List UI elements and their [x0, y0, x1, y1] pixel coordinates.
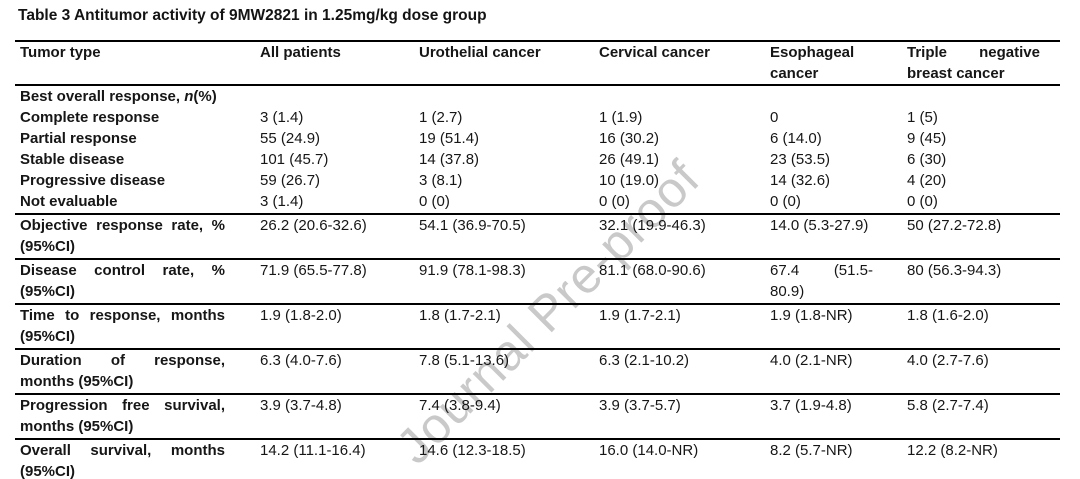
- row-label-italic-part: n: [184, 88, 194, 105]
- data-cell: 3.9 (3.7-5.7): [599, 397, 681, 414]
- data-cell: 7.8 (5.1-13.6): [419, 352, 510, 369]
- data-cell: 4.0 (2.7-7.6): [907, 352, 989, 369]
- row-label: Duration of response, months (95%CI): [20, 352, 225, 390]
- row-label: Disease control rate, % (95%CI): [20, 262, 225, 300]
- data-cell: 3 (1.4): [260, 193, 304, 210]
- data-cell: 1.8 (1.6-2.0): [907, 307, 989, 324]
- data-cell: 19 (51.4): [419, 130, 480, 147]
- column-header: All patients: [260, 44, 341, 61]
- table-row: Overall survival, months (95%CI) 14.2 (11…: [15, 439, 1060, 479]
- data-cell: 14 (32.6): [770, 172, 831, 189]
- data-cell: 23 (53.5): [770, 151, 831, 168]
- data-cell: 32.1 (19.9-46.3): [599, 217, 706, 234]
- data-cell: 67.4 (51.5-80.9): [770, 262, 873, 300]
- data-cell: 16 (30.2): [599, 130, 660, 147]
- data-cell: 1.9 (1.8-2.0): [260, 307, 342, 324]
- row-label: Stable disease: [20, 151, 125, 168]
- data-cell: 1 (2.7): [419, 109, 463, 126]
- data-cell: 91.9 (78.1-98.3): [419, 262, 526, 279]
- table-title: Table 3 Antitumor activity of 9MW2821 in…: [18, 7, 487, 24]
- data-cell: [260, 85, 419, 107]
- data-cell: 1.9 (1.8-NR): [770, 307, 853, 324]
- data-cell: [907, 85, 1060, 107]
- data-cell: 14.2 (11.1-16.4): [260, 442, 366, 459]
- data-cell: 81.1 (68.0-90.6): [599, 262, 706, 279]
- data-cell: 3 (1.4): [260, 109, 304, 126]
- table-row: Stable disease 101 (45.7) 14 (37.8) 26 (49.…: [15, 149, 1060, 170]
- table-row: Progression free survival, months (95%CI…: [15, 394, 1060, 439]
- data-cell: 6 (30): [907, 151, 947, 168]
- column-header: Triple negative breast cancer: [907, 44, 1040, 82]
- data-cell: 55 (24.9): [260, 130, 321, 147]
- data-cell: 6 (14.0): [770, 130, 822, 147]
- table-row: Disease control rate, % (95%CI) 71.9 (65.…: [15, 259, 1060, 304]
- data-cell: 16.0 (14.0-NR): [599, 442, 699, 459]
- data-cell: 14.0 (5.3-27.9): [770, 217, 869, 234]
- data-cell: 7.4 (3.8-9.4): [419, 397, 501, 414]
- data-cell: 0 (0): [907, 193, 938, 210]
- data-cell: 6.3 (4.0-7.6): [260, 352, 342, 369]
- data-cell: 1 (1.9): [599, 109, 643, 126]
- row-label: Progressive disease: [20, 172, 166, 189]
- table-row: Duration of response, months (95%CI) 6.3 …: [15, 349, 1060, 394]
- data-cell: 0 (0): [770, 193, 801, 210]
- data-cell: 54.1 (36.9-70.5): [419, 217, 526, 234]
- data-cell: 12.2 (8.2-NR): [907, 442, 998, 459]
- data-cell: 1 (5): [907, 109, 938, 126]
- row-label: Partial response: [20, 130, 137, 147]
- row-label: Progression free survival, months (95%CI…: [20, 397, 225, 435]
- table-row: Best overall response, n(%): [15, 85, 1060, 107]
- data-cell: 71.9 (65.5-77.8): [260, 262, 367, 279]
- row-label: Complete response: [20, 109, 160, 126]
- data-cell: 59 (26.7): [260, 172, 321, 189]
- table-row: Not evaluable 3 (1.4) 0 (0) 0 (0) 0 (0) 0 (0): [15, 191, 1060, 214]
- data-cell: 0 (0): [419, 193, 450, 210]
- table-header-row: Tumor type All patients Urothelial cancer C…: [15, 41, 1060, 85]
- data-cell: 26.2 (20.6-32.6): [260, 217, 367, 234]
- data-cell: 4.0 (2.1-NR): [770, 352, 853, 369]
- data-cell: 9 (45): [907, 130, 947, 147]
- data-cell: 80 (56.3-94.3): [907, 262, 1002, 279]
- data-cell: 10 (19.0): [599, 172, 660, 189]
- column-header: Cervical cancer: [599, 44, 710, 61]
- data-cell: 3.9 (3.7-4.8): [260, 397, 342, 414]
- row-label: Best overall response, n(%): [15, 85, 260, 107]
- data-cell: 1.8 (1.7-2.1): [419, 307, 501, 324]
- row-label: Time to response, months (95%CI): [20, 307, 225, 345]
- row-label: Objective response rate, % (95%CI): [20, 217, 225, 255]
- row-label-part: (%): [193, 88, 217, 105]
- table-row: Partial response 55 (24.9) 19 (51.4) 16 (30…: [15, 128, 1060, 149]
- data-cell: 8.2 (5.7-NR): [770, 442, 853, 459]
- table-body: Best overall response, n(%) Complete resp…: [15, 85, 1060, 479]
- data-cell: [770, 85, 907, 107]
- data-cell: 3.7 (1.9-4.8): [770, 397, 852, 414]
- data-cell: 14 (37.8): [419, 151, 480, 168]
- data-cell: 101 (45.7): [260, 151, 329, 168]
- data-cell: [599, 85, 770, 107]
- data-cell: 0 (0): [599, 193, 630, 210]
- data-cell: 6.3 (2.1-10.2): [599, 352, 690, 369]
- data-cell: 50 (27.2-72.8): [907, 217, 1002, 234]
- data-cell: 14.6 (12.3-18.5): [419, 442, 526, 459]
- data-cell: 1.9 (1.7-2.1): [599, 307, 681, 324]
- table-row: Time to response, months (95%CI) 1.9 (1.8…: [15, 304, 1060, 349]
- column-header: Tumor type: [20, 44, 101, 61]
- table-row: Progressive disease 59 (26.7) 3 (8.1) 10 (1…: [15, 170, 1060, 191]
- row-label: Not evaluable: [20, 193, 118, 210]
- row-label: Overall survival, months (95%CI): [20, 442, 225, 479]
- data-cell: 26 (49.1): [599, 151, 660, 168]
- table-row: Objective response rate, % (95%CI) 26.2 (…: [15, 214, 1060, 259]
- data-cell: 4 (20): [907, 172, 947, 189]
- row-label-part: Best overall response,: [20, 88, 185, 105]
- table-row: Complete response 3 (1.4) 1 (2.7) 1 (1.9) 0 1…: [15, 107, 1060, 128]
- data-cell: [419, 85, 599, 107]
- column-header: Esophageal cancer: [770, 44, 855, 82]
- data-cell: 0: [770, 109, 779, 126]
- antitumor-activity-table: Tumor type All patients Urothelial cancer C…: [15, 40, 1060, 479]
- data-cell: 3 (8.1): [419, 172, 463, 189]
- column-header: Urothelial cancer: [419, 44, 541, 61]
- data-cell: 5.8 (2.7-7.4): [907, 397, 989, 414]
